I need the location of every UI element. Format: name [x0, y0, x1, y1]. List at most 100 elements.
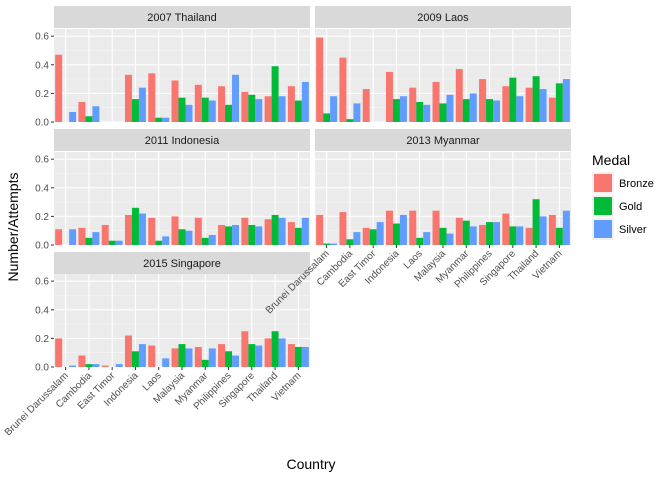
bar-silver [301, 81, 309, 122]
bar-bronze [455, 217, 463, 245]
y-tick-label: 0.4 [35, 305, 49, 316]
bar-bronze [124, 335, 132, 367]
bar-bronze [218, 344, 226, 367]
bar-silver [115, 240, 123, 245]
bar-bronze [148, 73, 156, 122]
bar-gold [346, 119, 354, 122]
bar-gold [416, 101, 424, 122]
y-tick-label: 0.2 [35, 89, 49, 100]
bar-gold [346, 239, 354, 245]
bar-gold [392, 99, 400, 122]
bar-gold [131, 99, 139, 122]
bar-gold [201, 237, 209, 245]
facet-strip-title: 2007 Thailand [147, 12, 217, 24]
bar-bronze [316, 214, 324, 245]
bar-gold [509, 226, 517, 245]
bar-silver [69, 229, 77, 245]
bar-bronze [171, 348, 179, 367]
y-tick-label: 0.4 [35, 183, 49, 194]
bar-bronze [362, 227, 370, 245]
bar-bronze [287, 344, 295, 367]
bar-bronze [171, 216, 179, 245]
bar-gold [85, 364, 93, 367]
bar-bronze [479, 224, 487, 245]
bar-gold [85, 237, 93, 245]
bar-silver [330, 96, 338, 122]
bar-silver [92, 106, 100, 122]
bar-bronze [194, 346, 202, 367]
legend-label: Gold [619, 201, 642, 213]
bar-gold [439, 103, 447, 122]
bar-bronze [148, 217, 156, 245]
y-tick-label: 0.2 [35, 212, 49, 223]
bar-gold [462, 99, 470, 122]
bar-silver [399, 214, 407, 245]
bar-silver [516, 226, 524, 245]
bar-gold [555, 227, 563, 245]
x-axis-title: Country [286, 456, 335, 472]
legend-label: Silver [619, 224, 647, 236]
panels-layer: 2007 Thailand 0.0 0.2 0.4 0.6 2009 Laos 2011 I… [3, 6, 571, 438]
bar-bronze [479, 79, 487, 122]
bar-bronze [101, 365, 109, 367]
bar-silver [69, 111, 77, 122]
y-tick-label: 0.2 [35, 334, 49, 345]
bar-bronze [55, 229, 63, 245]
bar-gold [271, 66, 279, 122]
bar-silver [69, 365, 77, 367]
bar-bronze [194, 84, 202, 122]
bar-silver [562, 210, 570, 245]
bar-bronze [124, 214, 132, 245]
bar-silver [423, 104, 431, 122]
bar-silver [446, 233, 454, 245]
bar-bronze [55, 54, 63, 122]
facet-strip-title: 2013 Myanmar [406, 135, 480, 147]
bar-gold [416, 237, 424, 245]
bar-bronze [241, 91, 249, 122]
bar-silver [185, 230, 193, 245]
bar-silver [232, 74, 240, 122]
bar-bronze [385, 210, 393, 245]
facet-strip [315, 6, 571, 28]
bar-silver [232, 355, 240, 367]
y-tick-label: 0.0 [35, 241, 49, 252]
bar-bronze [241, 331, 249, 367]
bar-silver [255, 226, 263, 245]
bar-silver [539, 89, 547, 122]
facet-panel: 2011 Indonesia 0.0 0.2 0.4 0.6 [35, 129, 310, 252]
bar-bronze [264, 96, 272, 122]
y-tick-label: 0.0 [35, 363, 49, 374]
bar-gold [509, 77, 517, 122]
bar-silver [493, 100, 501, 122]
bar-silver [301, 346, 309, 367]
facet-strip-title: 2011 Indonesia [145, 135, 220, 147]
bar-silver [278, 338, 286, 367]
bar-bronze [525, 87, 533, 122]
bar-silver [92, 364, 100, 367]
bar-silver [138, 344, 146, 367]
bar-gold [323, 113, 331, 122]
bar-bronze [316, 37, 324, 123]
bar-silver [353, 232, 361, 245]
bar-gold [178, 97, 186, 122]
bar-bronze [432, 81, 440, 122]
bar-bronze [218, 224, 226, 245]
bar-silver [278, 96, 286, 122]
bar-bronze [78, 227, 86, 245]
legend-label: Bronze [619, 178, 654, 190]
bar-silver [162, 117, 170, 122]
bar-silver [469, 226, 477, 245]
bar-bronze [287, 86, 295, 122]
bar-silver [208, 348, 216, 367]
bar-gold [178, 344, 186, 367]
bar-gold [555, 83, 563, 122]
legend-key-bronze [594, 174, 612, 192]
bar-gold [155, 240, 163, 245]
bar-bronze [101, 224, 109, 245]
bar-gold [85, 116, 93, 122]
bar-bronze [264, 338, 272, 367]
bar-silver [255, 99, 263, 122]
bar-silver [469, 93, 477, 122]
